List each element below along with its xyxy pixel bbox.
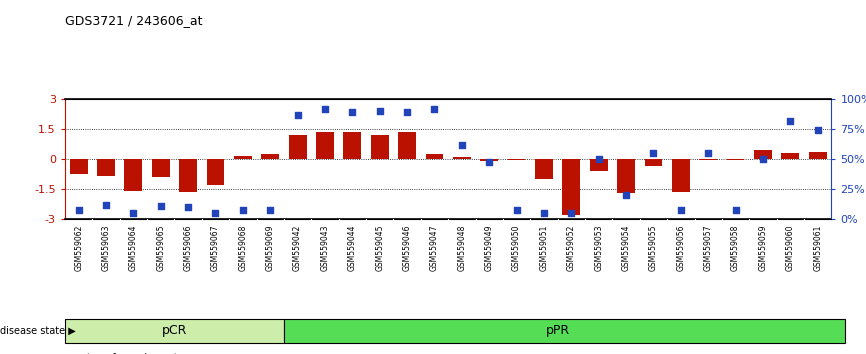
Bar (727, 159, 745, 160)
Text: GSM559048: GSM559048 (457, 224, 466, 271)
Text: GSM559046: GSM559046 (403, 224, 411, 271)
Text: GSM559042: GSM559042 (293, 224, 302, 271)
Text: GSM559060: GSM559060 (785, 224, 795, 271)
Text: GSM559045: GSM559045 (375, 224, 385, 271)
Bar (481, 159, 498, 161)
Bar (288, 135, 307, 159)
Text: GSM559052: GSM559052 (567, 224, 576, 271)
Text: GSM559066: GSM559066 (184, 224, 192, 271)
Bar (781, 153, 799, 159)
Bar (284, 319, 845, 343)
Text: GSM559057: GSM559057 (704, 224, 713, 271)
Point (181, 205, 195, 210)
Text: GSM559044: GSM559044 (348, 224, 357, 271)
Point (263, 207, 277, 213)
Bar (809, 152, 826, 159)
Bar (262, 154, 279, 159)
Point (647, 150, 661, 156)
Bar (453, 157, 471, 159)
Bar (234, 156, 252, 159)
Text: GSM559067: GSM559067 (211, 224, 220, 271)
Text: GSM559061: GSM559061 (813, 224, 822, 271)
Point (537, 211, 551, 216)
Point (236, 207, 249, 213)
Point (619, 193, 633, 198)
Bar (562, 159, 580, 216)
Text: GSM559064: GSM559064 (129, 224, 138, 271)
Point (756, 156, 770, 162)
Text: GSM559055: GSM559055 (649, 224, 658, 271)
Point (455, 142, 469, 148)
Bar (398, 132, 416, 159)
Point (346, 109, 359, 115)
Text: GSM559063: GSM559063 (101, 224, 111, 271)
Bar (672, 159, 689, 193)
Text: GSM559049: GSM559049 (485, 224, 494, 271)
Text: GSM559054: GSM559054 (622, 224, 630, 271)
Text: GSM559065: GSM559065 (156, 224, 165, 271)
Bar (425, 154, 443, 159)
Bar (699, 159, 717, 160)
Point (591, 156, 605, 162)
Text: GSM559058: GSM559058 (731, 224, 740, 271)
Text: GSM559050: GSM559050 (512, 224, 521, 271)
Text: GSM559047: GSM559047 (430, 224, 439, 271)
Text: GSM559068: GSM559068 (238, 224, 248, 271)
Point (126, 211, 140, 216)
Text: pPR: pPR (546, 325, 570, 337)
Text: ■: ■ (74, 353, 83, 354)
Bar (207, 159, 224, 185)
Text: GSM559043: GSM559043 (320, 224, 329, 271)
Point (674, 207, 688, 213)
Bar (179, 159, 197, 193)
Point (428, 106, 442, 112)
Text: GSM559062: GSM559062 (74, 224, 83, 271)
Point (701, 150, 715, 156)
Text: GDS3721 / 243606_at: GDS3721 / 243606_at (65, 14, 203, 27)
Point (565, 211, 578, 216)
Bar (644, 159, 662, 166)
Text: GSM559059: GSM559059 (759, 224, 767, 271)
Bar (125, 159, 142, 192)
Bar (65, 319, 284, 343)
Bar (97, 159, 115, 176)
Text: GSM559069: GSM559069 (266, 224, 275, 271)
Bar (152, 159, 170, 177)
Text: disease state ▶: disease state ▶ (0, 326, 75, 336)
Bar (590, 159, 608, 171)
Point (728, 207, 742, 213)
Point (482, 159, 496, 165)
Point (400, 109, 414, 115)
Point (372, 108, 386, 114)
Bar (371, 135, 389, 159)
Text: GSM559056: GSM559056 (676, 224, 685, 271)
Point (510, 207, 524, 213)
Point (318, 106, 332, 112)
Text: GSM559051: GSM559051 (540, 224, 548, 271)
Bar (754, 150, 772, 159)
Point (99, 202, 113, 208)
Text: transformed count: transformed count (87, 353, 178, 354)
Point (784, 118, 798, 124)
Bar (344, 132, 361, 159)
Point (72, 207, 86, 213)
Point (291, 112, 305, 118)
Point (209, 211, 223, 216)
Bar (617, 159, 635, 193)
Bar (70, 159, 87, 175)
Text: GSM559053: GSM559053 (594, 224, 604, 271)
Point (154, 204, 168, 209)
Point (811, 127, 824, 133)
Bar (316, 132, 334, 159)
Bar (535, 159, 553, 179)
Bar (507, 159, 526, 160)
Text: pCR: pCR (162, 325, 187, 337)
